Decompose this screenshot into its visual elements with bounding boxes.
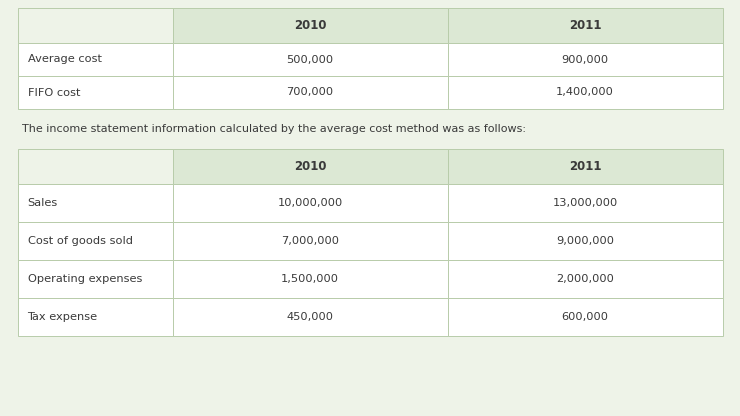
- Text: The income statement information calculated by the average cost method was as fo: The income statement information calcula…: [22, 124, 526, 134]
- Text: 600,000: 600,000: [562, 312, 608, 322]
- Text: Sales: Sales: [27, 198, 58, 208]
- Bar: [448, 8, 722, 43]
- Bar: [448, 43, 722, 76]
- Text: 10,000,000: 10,000,000: [278, 198, 343, 208]
- Text: Tax expense: Tax expense: [27, 312, 98, 322]
- Text: 500,000: 500,000: [286, 54, 334, 64]
- Bar: [18, 76, 172, 109]
- Bar: [18, 298, 172, 336]
- Text: 1,400,000: 1,400,000: [556, 87, 614, 97]
- Text: Cost of goods sold: Cost of goods sold: [27, 236, 132, 246]
- Text: 900,000: 900,000: [562, 54, 608, 64]
- Text: 700,000: 700,000: [286, 87, 334, 97]
- Text: 450,000: 450,000: [286, 312, 334, 322]
- Bar: [18, 149, 172, 184]
- Bar: [172, 8, 448, 43]
- Bar: [172, 149, 448, 184]
- Bar: [18, 260, 172, 298]
- Bar: [172, 184, 448, 222]
- Text: 2011: 2011: [569, 19, 601, 32]
- Text: 2011: 2011: [569, 160, 601, 173]
- Bar: [172, 43, 448, 76]
- Text: Operating expenses: Operating expenses: [27, 274, 142, 284]
- Text: 2010: 2010: [294, 19, 326, 32]
- Text: 7,000,000: 7,000,000: [281, 236, 339, 246]
- Text: FIFO cost: FIFO cost: [27, 87, 80, 97]
- Bar: [448, 298, 722, 336]
- Bar: [172, 222, 448, 260]
- Text: 13,000,000: 13,000,000: [552, 198, 618, 208]
- Bar: [172, 298, 448, 336]
- Text: Average cost: Average cost: [27, 54, 101, 64]
- Bar: [448, 222, 722, 260]
- Text: 9,000,000: 9,000,000: [556, 236, 614, 246]
- Text: 2,000,000: 2,000,000: [556, 274, 614, 284]
- Bar: [18, 222, 172, 260]
- Bar: [18, 8, 172, 43]
- Bar: [448, 149, 722, 184]
- Bar: [18, 184, 172, 222]
- Bar: [172, 76, 448, 109]
- Bar: [172, 260, 448, 298]
- Bar: [448, 76, 722, 109]
- Text: 2010: 2010: [294, 160, 326, 173]
- Bar: [448, 260, 722, 298]
- Bar: [448, 184, 722, 222]
- Text: 1,500,000: 1,500,000: [281, 274, 339, 284]
- Bar: [18, 43, 172, 76]
